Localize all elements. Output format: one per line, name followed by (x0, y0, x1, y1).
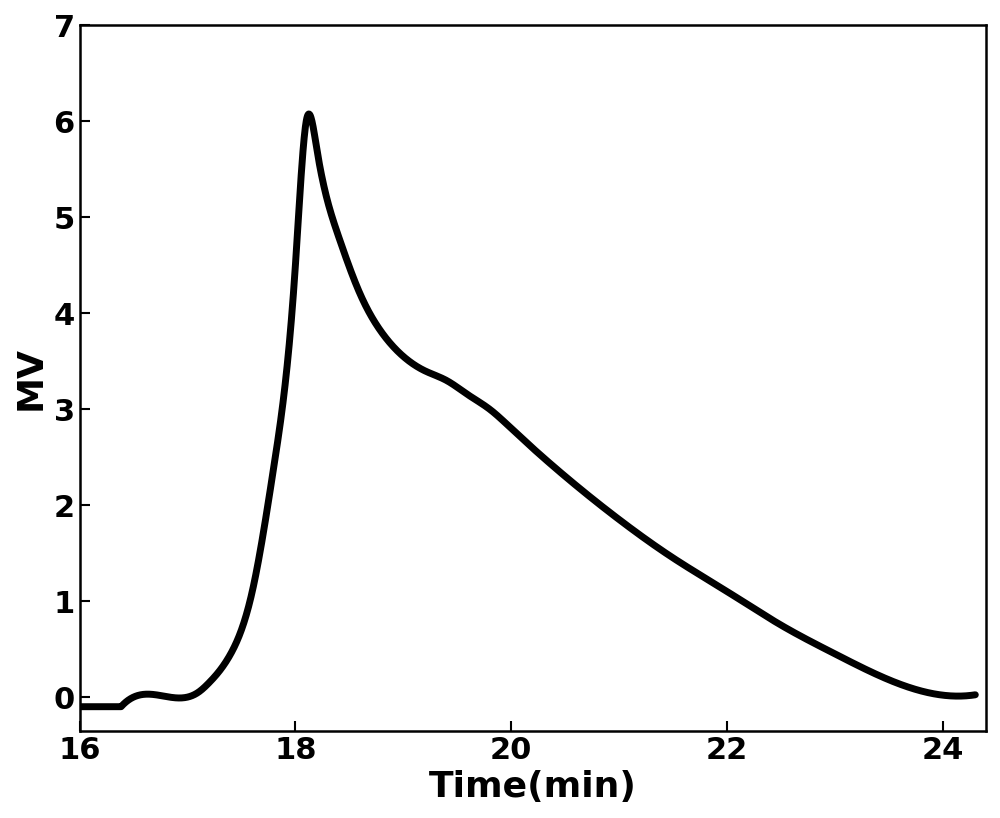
Y-axis label: MV: MV (14, 346, 48, 410)
X-axis label: Time(min): Time(min) (429, 770, 637, 804)
